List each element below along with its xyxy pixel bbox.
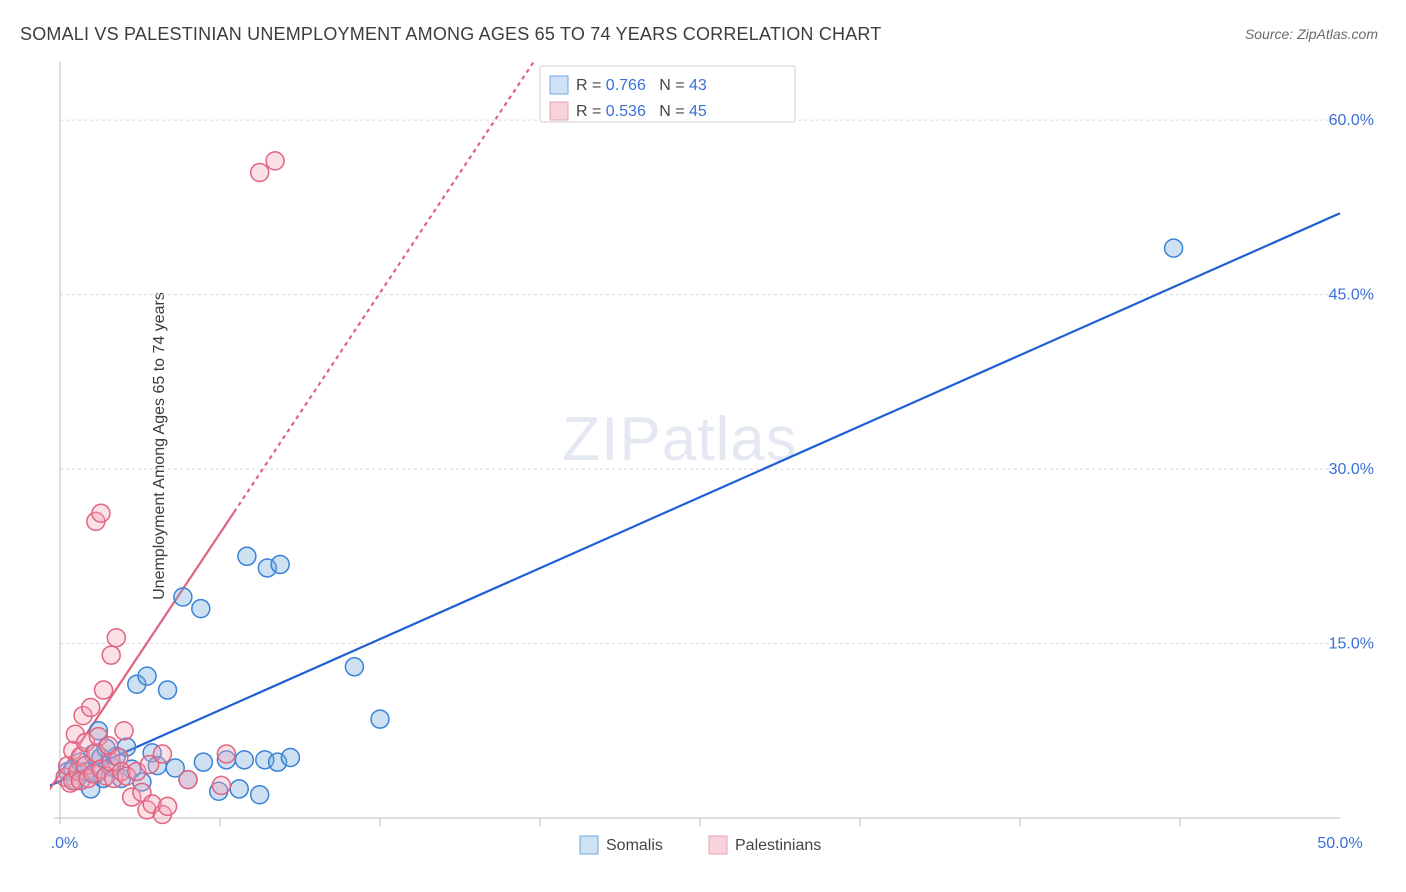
data-point xyxy=(107,629,125,647)
source-attribution: Source: ZipAtlas.com xyxy=(1245,26,1378,42)
data-point xyxy=(92,504,110,522)
data-point xyxy=(235,751,253,769)
data-point xyxy=(82,699,100,717)
series-label: Palestinians xyxy=(735,837,821,854)
watermark: ZIPatlas xyxy=(562,405,797,474)
data-point xyxy=(212,776,230,794)
data-point xyxy=(371,710,389,728)
y-tick-label: 15.0% xyxy=(1329,636,1374,653)
legend-row: R = 0.536 N = 45 xyxy=(576,103,707,120)
legend-swatch xyxy=(550,102,568,120)
data-point xyxy=(138,667,156,685)
data-point xyxy=(95,681,113,699)
data-point xyxy=(1165,239,1183,257)
data-point xyxy=(115,722,133,740)
chart-plot-area: 15.0%30.0%45.0%60.0%0.0%50.0%ZIPatlasR =… xyxy=(50,62,1380,832)
data-point xyxy=(238,547,256,565)
trend-line xyxy=(50,213,1340,792)
data-point xyxy=(251,786,269,804)
data-point xyxy=(102,646,120,664)
y-tick-label: 45.0% xyxy=(1329,287,1374,304)
chart-title: SOMALI VS PALESTINIAN UNEMPLOYMENT AMONG… xyxy=(20,24,882,45)
y-tick-label: 60.0% xyxy=(1329,112,1374,129)
data-point xyxy=(271,555,289,573)
data-point xyxy=(179,771,197,789)
series-label: Somalis xyxy=(606,837,663,854)
chart-svg: 15.0% 30.0% 45.0% 60.0% 0.0% 50.0% ZIPatlas R =… xyxy=(50,62,1380,882)
data-point xyxy=(153,745,171,763)
legend-swatch xyxy=(550,76,568,94)
data-point xyxy=(345,658,363,676)
series-swatch xyxy=(709,836,727,854)
data-point xyxy=(266,152,284,170)
data-point xyxy=(159,797,177,815)
trend-line-dashed xyxy=(234,62,534,512)
data-point xyxy=(174,588,192,606)
x-tick-label: 50.0% xyxy=(1317,835,1362,852)
y-tick-label: 30.0% xyxy=(1329,461,1374,478)
series-swatch xyxy=(580,836,598,854)
data-point xyxy=(217,745,235,763)
data-point xyxy=(281,749,299,767)
data-point xyxy=(192,600,210,618)
data-point xyxy=(230,780,248,798)
legend-row: R = 0.766 N = 43 xyxy=(576,77,707,94)
data-point xyxy=(194,753,212,771)
x-tick-label: 0.0% xyxy=(50,835,78,852)
data-point xyxy=(251,163,269,181)
data-point xyxy=(159,681,177,699)
